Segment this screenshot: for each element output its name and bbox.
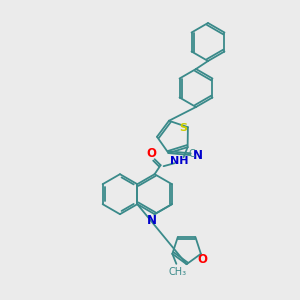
Text: NH: NH (170, 156, 189, 166)
Text: N: N (193, 148, 202, 162)
Text: O: O (147, 147, 157, 160)
Text: CH₃: CH₃ (168, 267, 186, 277)
Text: O: O (197, 253, 207, 266)
Text: S: S (179, 123, 187, 133)
Text: C: C (188, 149, 195, 159)
Text: N: N (147, 214, 157, 227)
